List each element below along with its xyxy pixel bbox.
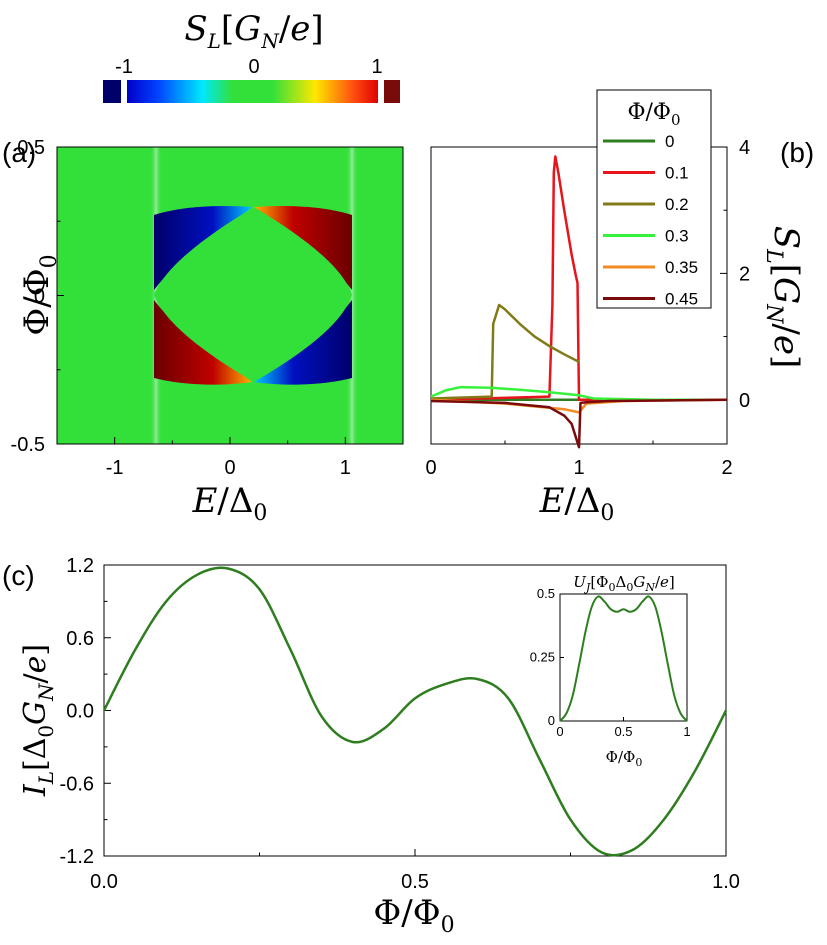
ylabel-b: SL[GN/e] bbox=[761, 226, 806, 368]
legend-label-0_45: 0.45 bbox=[665, 290, 698, 309]
legend-label-0_35: 0.35 bbox=[665, 258, 698, 277]
colorbar-tick-0: 0 bbox=[248, 56, 259, 78]
xtick-label: 0 bbox=[425, 457, 436, 479]
ytick-label: 0 bbox=[34, 286, 45, 308]
ytick-label: 4 bbox=[739, 137, 750, 159]
axes-c: 0.0 0.5 1.0 1.2 0.6 0.0 -0.6 -1.2 bbox=[60, 555, 740, 893]
series-inset-line bbox=[559, 595, 688, 722]
legend-label-0_1: 0.1 bbox=[665, 164, 689, 183]
xtick-label: 0.0 bbox=[90, 871, 118, 893]
ylabel-c: IL[Δ0GN/e] bbox=[18, 644, 58, 797]
ytick-label: 0.5 bbox=[17, 137, 45, 159]
ytick-label: 2 bbox=[739, 263, 750, 285]
series-c-line bbox=[102, 566, 728, 857]
ytick-label: -1.2 bbox=[60, 846, 94, 868]
series-b-line-0_1 bbox=[430, 155, 727, 402]
xtick-label: -1 bbox=[106, 457, 124, 479]
axes-a: -1 0 1 0.5 0 -0.5 bbox=[11, 137, 351, 479]
inset-title: UJ[Φ0Δ0GN/e] bbox=[573, 573, 675, 594]
colorbar-tick-neg1: -1 bbox=[115, 56, 133, 78]
xtick-label: 0.5 bbox=[401, 871, 429, 893]
ytick-label: 0.25 bbox=[530, 650, 555, 665]
axes-inset: 0 0.5 1 0.5 0.25 0 bbox=[530, 586, 691, 739]
inset-xlabel: Φ/Φ0 bbox=[606, 748, 643, 769]
xtick-label: 2 bbox=[721, 457, 732, 479]
xtick-label: 0.5 bbox=[614, 724, 632, 739]
heatmap-center-lens bbox=[154, 207, 352, 382]
legend-box bbox=[596, 89, 712, 309]
inset-frame bbox=[559, 593, 688, 722]
ytick-label: 0 bbox=[739, 390, 750, 412]
series-b-line-0_2 bbox=[430, 303, 580, 400]
ytick-label: 0.0 bbox=[66, 701, 94, 723]
heatmap-lobe-blue-upper-left bbox=[154, 205, 252, 290]
legend-b: Φ/Φ0 00.10.20.30.350.45 bbox=[596, 89, 712, 309]
xlabel-b: E/Δ0 bbox=[539, 481, 615, 526]
ytick-label: 0 bbox=[548, 713, 555, 728]
heatmap-lobe-red-lower-left bbox=[154, 300, 252, 385]
xtick-label: 1 bbox=[683, 724, 690, 739]
legend-label-0_2: 0.2 bbox=[665, 195, 689, 214]
colorbar-low-swatch bbox=[103, 80, 121, 103]
panel-label-b: (b) bbox=[780, 137, 814, 168]
colorbar-gradient bbox=[127, 80, 378, 103]
xtick-label: 0 bbox=[224, 457, 235, 479]
ytick-label: 0.5 bbox=[537, 586, 555, 601]
series-c bbox=[102, 566, 728, 857]
xtick-label: 1.0 bbox=[712, 871, 740, 893]
colorbar-title: SL[GN/e] bbox=[184, 9, 323, 53]
heatmap-lobe-red-upper-right bbox=[254, 205, 352, 290]
series-b-line-0_3 bbox=[430, 385, 727, 402]
heatmap-lobe-blue-lower-right bbox=[254, 300, 352, 385]
panel-label-a: (a) bbox=[2, 137, 36, 168]
ylabel-a: Φ/Φ0 bbox=[17, 254, 62, 335]
ytick-label: 1.2 bbox=[66, 555, 94, 577]
colorbar: -1 0 1 bbox=[103, 56, 400, 103]
xtick-label: 1 bbox=[573, 457, 584, 479]
xlabel-a: E/Δ0 bbox=[192, 481, 268, 526]
xtick-label: 0 bbox=[556, 724, 563, 739]
series-b bbox=[430, 155, 728, 449]
ytick-label: -0.5 bbox=[11, 434, 45, 456]
legend-label-0: 0 bbox=[665, 132, 674, 151]
ytick-label: 0.6 bbox=[66, 628, 94, 650]
series-b-line-0_45 bbox=[430, 398, 728, 449]
colorbar-high-swatch bbox=[384, 80, 400, 103]
colorbar-tick-1: 1 bbox=[371, 56, 382, 78]
ytick-label: -0.6 bbox=[60, 773, 94, 795]
heatmap-a bbox=[57, 147, 403, 444]
xtick-label: 1 bbox=[340, 457, 351, 479]
panel-label-c: (c) bbox=[2, 560, 35, 591]
legend-label-0_3: 0.3 bbox=[665, 227, 689, 246]
series-inset bbox=[559, 595, 688, 722]
xlabel-c: Φ/Φ0 bbox=[373, 893, 454, 938]
